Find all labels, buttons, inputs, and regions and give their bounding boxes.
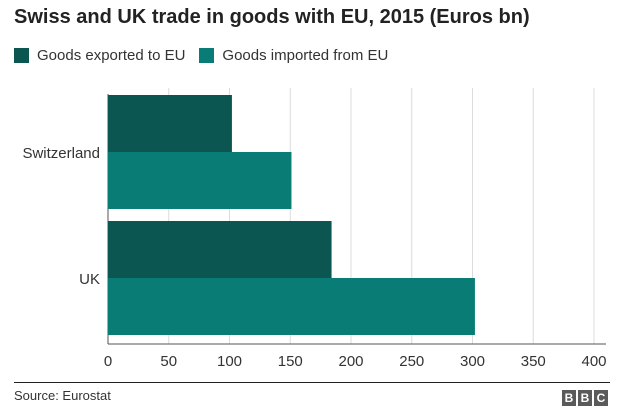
footer-divider (14, 382, 610, 383)
x-tick-label: 100 (217, 353, 242, 370)
x-tick-label: 350 (521, 353, 546, 370)
bbc-logo-letter: C (594, 390, 608, 406)
legend-label-exports: Goods exported to EU (37, 46, 186, 64)
category-label: UK (79, 271, 100, 288)
x-tick-label: 200 (338, 353, 363, 370)
bar-switzerland-exports (108, 95, 232, 152)
bbc-logo-letter: B (578, 390, 592, 406)
bar-uk-imports (108, 278, 475, 335)
bbc-logo-letter: B (562, 390, 576, 406)
x-tick-label: 400 (581, 353, 606, 370)
legend-item-imports: Goods imported from EU (199, 47, 388, 64)
source-note: Source: Eurostat (14, 388, 111, 403)
legend-item-exports: Goods exported to EU (14, 47, 185, 64)
x-tick-label: 50 (160, 353, 177, 370)
bar-uk-exports (108, 221, 332, 278)
chart-title: Swiss and UK trade in goods with EU, 201… (14, 6, 530, 28)
bar-switzerland-imports (108, 152, 292, 209)
x-tick-label: 0 (104, 353, 112, 370)
legend: Goods exported to EU Goods imported from… (14, 46, 402, 64)
x-tick-label: 250 (399, 353, 424, 370)
bbc-logo: B B C (560, 390, 608, 406)
legend-label-imports: Goods imported from EU (222, 46, 389, 64)
x-tick-label: 150 (278, 353, 303, 370)
legend-swatch-exports (14, 47, 29, 63)
x-tick-label: 300 (460, 353, 485, 370)
category-label: Switzerland (22, 145, 100, 162)
legend-swatch-imports (199, 47, 215, 63)
